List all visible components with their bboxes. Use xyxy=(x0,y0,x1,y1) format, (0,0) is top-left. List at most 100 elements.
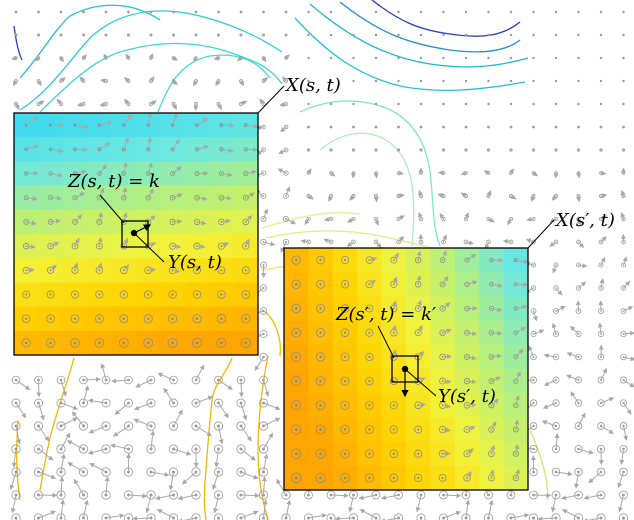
panel-dot-center xyxy=(343,476,347,480)
panel-dot xyxy=(463,450,471,458)
panel-dot-center xyxy=(417,452,420,455)
panel-dot-center xyxy=(294,355,298,359)
field-dot-center xyxy=(622,57,625,59)
field-arrow xyxy=(533,329,545,335)
field-dot xyxy=(191,421,201,431)
panel-arrow xyxy=(74,147,89,153)
field-dot-center xyxy=(465,80,467,82)
field-arrow xyxy=(163,387,174,404)
field-arrow xyxy=(465,240,474,246)
field-arrow xyxy=(56,98,62,105)
panel-dot-center xyxy=(49,317,52,320)
field-dot-center xyxy=(330,57,332,59)
panel-dot-center xyxy=(343,283,347,286)
field-dot xyxy=(576,239,581,245)
panel-dot xyxy=(70,290,80,299)
panel-dot-center xyxy=(25,317,28,320)
field-arrow xyxy=(600,215,608,221)
region-box-1 xyxy=(13,112,259,356)
panel-dot xyxy=(439,329,446,336)
field-arrow xyxy=(415,494,422,513)
field-arrow xyxy=(240,448,256,461)
panel-arrow xyxy=(196,244,206,250)
panel-arrow xyxy=(26,144,40,150)
field-dot xyxy=(487,102,490,106)
field-arrow xyxy=(510,194,517,200)
field-dot-center xyxy=(330,11,332,13)
field-dot xyxy=(236,467,246,477)
field-arrow xyxy=(398,215,405,221)
panel-dot-center xyxy=(343,355,347,359)
panel-arrow xyxy=(172,193,183,199)
panel-dot xyxy=(291,255,301,265)
panel-dot xyxy=(513,354,519,360)
contour-line xyxy=(309,3,529,68)
field-arrow xyxy=(36,80,42,87)
field-dot xyxy=(620,353,627,361)
field-arrow xyxy=(79,76,85,82)
field-arrow xyxy=(532,171,538,177)
panel-arrow xyxy=(122,161,128,174)
panel-arrow xyxy=(123,264,130,271)
field-dot-center xyxy=(127,34,130,36)
panel-dot xyxy=(488,402,495,409)
field-dot-center xyxy=(555,57,557,59)
field-dot xyxy=(59,10,63,14)
field-dot-center xyxy=(600,80,602,82)
contour-line xyxy=(261,309,282,357)
field-dot xyxy=(349,490,358,500)
panel-dot xyxy=(414,305,422,312)
field-dot xyxy=(214,375,223,385)
panel-dot-center xyxy=(294,452,298,456)
field-dot xyxy=(78,421,89,431)
panel-dot-center xyxy=(244,317,248,320)
panel-dot xyxy=(47,266,55,274)
panel-dot-center xyxy=(319,452,322,456)
field-arrow xyxy=(525,238,534,244)
panel-dot-center xyxy=(368,428,371,431)
panel-dot xyxy=(21,314,31,323)
panel-arrow xyxy=(221,242,230,247)
field-arrow xyxy=(620,211,626,220)
field-arrow xyxy=(38,100,45,106)
panel-dot-center xyxy=(294,428,298,431)
field-dot-center xyxy=(262,11,265,13)
panel-dot-center xyxy=(24,341,28,345)
field-arrow xyxy=(87,398,107,404)
field-dot-center xyxy=(307,126,310,128)
panel-dot xyxy=(72,195,78,201)
field-arrow xyxy=(11,448,17,468)
field-dot-center xyxy=(510,57,512,59)
panel-arrow xyxy=(74,169,87,175)
locus-box-1 xyxy=(121,220,149,248)
field-arrow xyxy=(14,103,20,110)
panel-dot xyxy=(46,290,55,299)
field-dot-center xyxy=(420,34,422,36)
field-dot xyxy=(396,239,401,245)
panel-dot xyxy=(340,328,350,337)
field-dot-center xyxy=(622,103,625,105)
field-dot xyxy=(352,10,355,14)
field-arrow xyxy=(600,193,608,199)
field-dot-center xyxy=(420,126,422,128)
field-dot-center xyxy=(330,126,332,128)
field-dot xyxy=(78,513,89,520)
field-dot xyxy=(168,490,179,500)
field-dot xyxy=(146,375,156,385)
field-dot-center xyxy=(622,80,625,82)
field-arrow xyxy=(240,100,248,106)
field-arrow xyxy=(60,417,78,427)
field-dot-center xyxy=(397,57,400,59)
panel-dot-center xyxy=(220,317,223,320)
field-dot-center xyxy=(397,149,400,151)
panel-arrow xyxy=(466,379,477,385)
panel-arrow xyxy=(98,187,105,198)
field-dot xyxy=(259,352,268,362)
panel-dot-center xyxy=(195,269,199,272)
field-dot-center xyxy=(127,11,130,13)
panel-arrow xyxy=(147,162,153,174)
contour-line xyxy=(529,429,549,501)
panel-dot-center xyxy=(294,331,298,335)
field-arrow xyxy=(212,471,219,490)
leader-line-x1 xyxy=(257,85,285,114)
